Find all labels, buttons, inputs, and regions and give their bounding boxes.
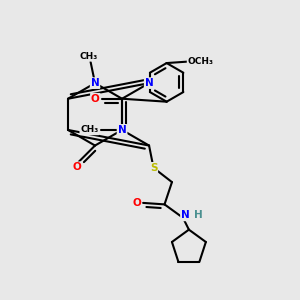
Text: H: H (194, 210, 203, 220)
Text: O: O (132, 198, 141, 208)
Text: OCH₃: OCH₃ (188, 57, 214, 66)
Text: N: N (118, 125, 126, 135)
Text: N: N (91, 78, 99, 88)
Text: N: N (181, 210, 190, 220)
Text: CH₃: CH₃ (80, 125, 98, 134)
Text: N: N (118, 125, 126, 135)
Text: CH₃: CH₃ (79, 52, 97, 61)
Text: N: N (145, 78, 153, 88)
Text: S: S (150, 163, 157, 173)
Text: O: O (91, 94, 100, 104)
Text: O: O (73, 162, 82, 172)
